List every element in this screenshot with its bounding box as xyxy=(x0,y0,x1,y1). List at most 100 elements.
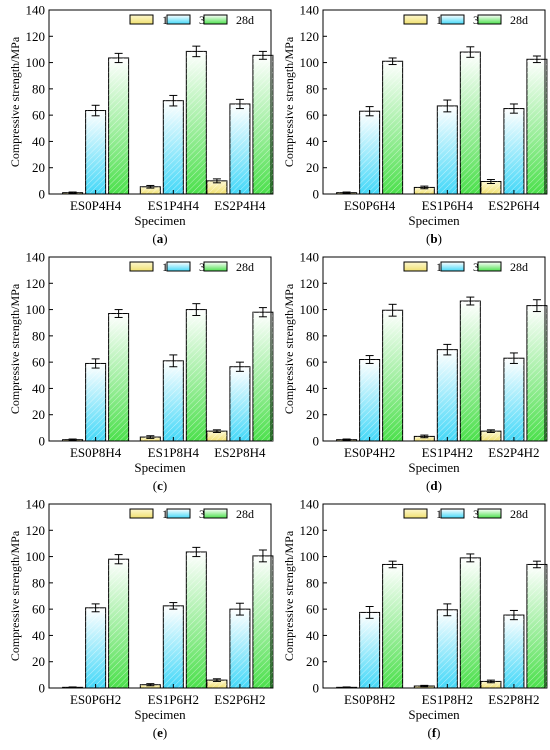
category-label: ES0P4H4 xyxy=(70,198,122,213)
error-bar xyxy=(235,361,244,372)
error-bar xyxy=(342,191,351,194)
legend-swatch-1d xyxy=(403,261,428,272)
y-tick-label: 140 xyxy=(300,497,320,512)
legend: 1d3d28d xyxy=(403,260,528,274)
legend-swatch-28d xyxy=(203,261,228,272)
category-label: ES2P8H4 xyxy=(214,445,266,460)
plot-frame xyxy=(48,256,272,442)
category-label: ES1P6H2 xyxy=(148,692,199,707)
chart-panel: 0 20 40 60 80 100 120 140 Compressive strength/M… xyxy=(282,497,548,740)
error-bar xyxy=(443,99,452,113)
panel-label: (e) xyxy=(153,725,167,740)
category-label: ES2P6H2 xyxy=(214,692,265,707)
y-tick-label: 80 xyxy=(32,575,45,590)
y-tick-label: 20 xyxy=(306,160,319,175)
legend: 1d3d28d xyxy=(129,507,254,521)
y-tick-label: 60 xyxy=(306,355,319,370)
legend-label: 28d xyxy=(236,13,254,27)
error-bar xyxy=(365,355,374,364)
error-bar xyxy=(509,609,518,621)
y-axis-label: Compressive strength/MPa xyxy=(8,530,22,661)
error-bar xyxy=(342,438,351,441)
bar-hatch xyxy=(252,555,273,688)
error-bar xyxy=(68,438,77,441)
y-tick-label: 20 xyxy=(32,160,45,175)
category-label: ES2P6H4 xyxy=(488,198,540,213)
bar-hatch xyxy=(480,681,501,688)
category-label: ES0P6H4 xyxy=(344,198,396,213)
error-bar xyxy=(365,606,374,619)
bar-hatch xyxy=(503,358,524,441)
error-bar xyxy=(509,103,518,114)
bar-hatch xyxy=(414,436,435,441)
bar-hatch xyxy=(140,437,161,441)
legend-swatch-28d xyxy=(477,261,502,272)
error-bar xyxy=(212,429,221,433)
error-bar xyxy=(486,679,495,684)
error-bar xyxy=(420,434,429,439)
y-tick-label: 100 xyxy=(300,55,320,70)
error-bar xyxy=(146,184,155,189)
error-bar xyxy=(420,185,429,190)
error-bar xyxy=(258,307,267,318)
y-tick-label: 0 xyxy=(39,187,46,202)
y-tick-label: 100 xyxy=(26,549,46,564)
legend-swatch-28d xyxy=(203,508,228,519)
error-bar xyxy=(388,57,397,66)
y-tick-label: 80 xyxy=(306,81,319,96)
category-label: ES0P8H2 xyxy=(344,692,395,707)
bar-hatch xyxy=(359,612,380,688)
error-bar xyxy=(114,554,123,565)
bar-hatch xyxy=(163,605,184,688)
y-tick-label: 100 xyxy=(26,302,46,317)
bar-hatch xyxy=(85,607,106,688)
y-tick-label: 60 xyxy=(32,355,45,370)
bar-hatch xyxy=(359,359,380,441)
chart-panel: 0 20 40 60 80 100 120 140 Compressive strength/M… xyxy=(282,3,548,246)
legend-swatch-3d xyxy=(440,508,465,519)
plot-frame xyxy=(322,256,546,442)
error-bar xyxy=(532,55,541,64)
category-label: ES0P4H2 xyxy=(344,445,395,460)
error-bar xyxy=(258,50,267,60)
error-bar xyxy=(235,98,244,110)
bar-hatch xyxy=(108,313,129,441)
bar-hatch xyxy=(460,52,481,194)
y-tick-label: 20 xyxy=(32,654,45,669)
y-tick-label: 140 xyxy=(26,3,46,18)
chart-panel: 0 20 40 60 80 100 120 140 Compressive strength/M… xyxy=(8,497,274,740)
error-bar xyxy=(146,435,155,439)
x-axis-label: Specimen xyxy=(134,213,186,228)
legend-label: 28d xyxy=(510,13,528,27)
bar-hatch xyxy=(460,301,481,441)
bar-hatch xyxy=(480,181,501,194)
y-tick-label: 120 xyxy=(300,29,320,44)
error-bar xyxy=(114,309,123,318)
error-bar xyxy=(192,303,201,316)
y-tick-label: 40 xyxy=(306,381,319,396)
error-bar xyxy=(68,191,77,194)
plot-frame xyxy=(322,503,546,689)
legend-swatch-3d xyxy=(440,261,465,272)
error-bar xyxy=(486,429,495,433)
error-bar xyxy=(192,546,201,558)
y-tick-label: 140 xyxy=(26,250,46,265)
bar-hatch xyxy=(252,55,273,194)
bar-hatch xyxy=(163,360,184,441)
legend-swatch-1d xyxy=(403,14,428,25)
y-tick-label: 100 xyxy=(26,55,46,70)
y-tick-label: 60 xyxy=(32,108,45,123)
error-bar xyxy=(466,46,475,58)
category-label: ES1P8H2 xyxy=(422,692,473,707)
bar-hatch xyxy=(206,180,227,194)
y-tick-label: 120 xyxy=(26,523,46,538)
category-label: ES2P4H4 xyxy=(214,198,266,213)
error-bar xyxy=(212,678,221,682)
panel-label: (c) xyxy=(153,478,167,493)
y-tick-label: 100 xyxy=(300,302,320,317)
y-tick-label: 80 xyxy=(32,81,45,96)
error-bar xyxy=(114,52,123,64)
error-bar xyxy=(420,684,429,688)
legend-swatch-28d xyxy=(477,14,502,25)
error-bar xyxy=(532,299,541,313)
